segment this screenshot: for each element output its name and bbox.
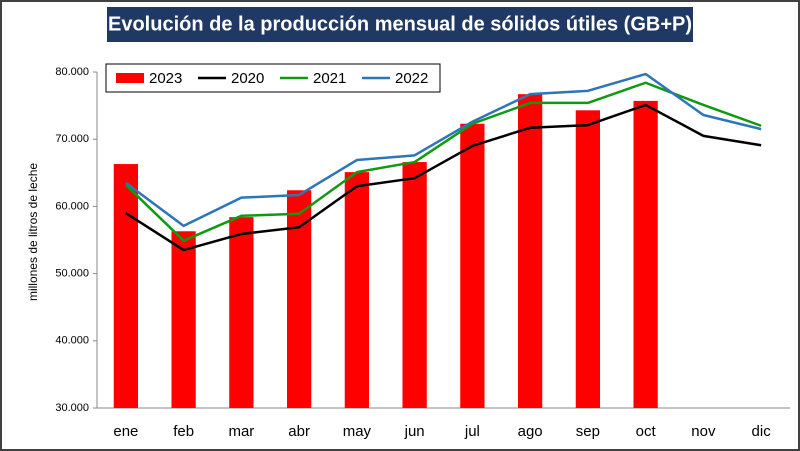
y-axis-label: millones de litros de leche <box>26 163 40 301</box>
x-tick-label: feb <box>173 423 194 440</box>
x-tick-label: mar <box>228 423 254 440</box>
bar <box>575 110 601 408</box>
x-tick-label: ago <box>518 423 543 440</box>
line <box>125 72 762 228</box>
x-tick-label: abr <box>288 423 310 440</box>
y-tick-label: 50.000 <box>55 268 89 280</box>
bar <box>344 172 370 408</box>
x-tick-label: may <box>343 423 372 440</box>
x-tick-label: nov <box>691 423 716 440</box>
legend-label: 2022 <box>395 70 428 87</box>
y-tick-label: 70.000 <box>55 133 89 145</box>
y-tick-label: 80.000 <box>55 66 89 78</box>
x-tick-label: oct <box>636 423 657 440</box>
bar <box>286 190 312 408</box>
chart-title: Evolución de la producción mensual de só… <box>108 13 692 35</box>
x-tick-label: sep <box>576 423 600 440</box>
line <box>125 103 762 252</box>
bar <box>113 164 139 408</box>
x-tick-label: ene <box>113 423 138 440</box>
y-tick-label: 60.000 <box>55 200 89 212</box>
x-tick-label: dic <box>752 423 772 440</box>
legend-label: 2020 <box>231 70 264 87</box>
bar <box>517 94 543 409</box>
x-tick-label: jul <box>464 423 480 440</box>
legend-swatch <box>116 73 144 83</box>
bar <box>229 217 254 408</box>
legend-label: 2021 <box>313 70 346 87</box>
title-box <box>107 7 693 42</box>
legend-label: 2023 <box>149 70 182 87</box>
bar <box>460 123 485 408</box>
bar <box>633 100 658 409</box>
bar <box>402 162 427 408</box>
x-tick-label: jun <box>404 423 425 440</box>
y-tick-label: 30.000 <box>55 402 89 414</box>
line <box>125 81 762 242</box>
bar <box>171 231 196 408</box>
y-tick-label: 40.000 <box>55 335 89 347</box>
